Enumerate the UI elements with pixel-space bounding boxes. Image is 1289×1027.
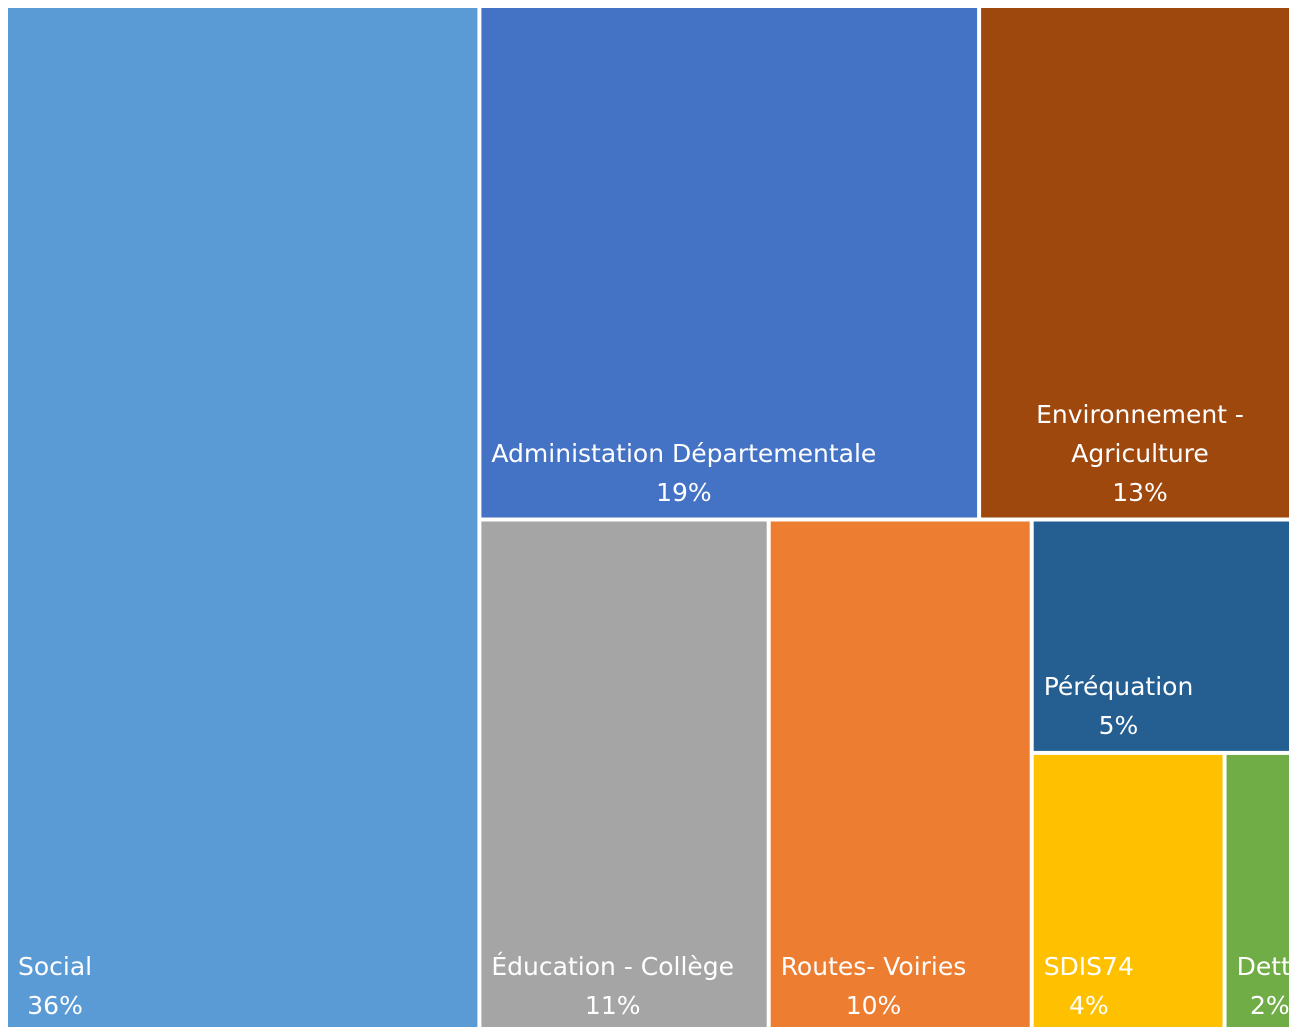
treemap-cell xyxy=(481,521,767,1027)
cell-label: SDIS74 4% xyxy=(1044,947,1134,1025)
treemap-cell xyxy=(1033,754,1223,1027)
cell-label: Administation Départementale 19% xyxy=(491,434,876,512)
category-label: SDIS74 xyxy=(1043,952,1134,981)
value-label: 13% xyxy=(1112,477,1168,507)
treemap-cell xyxy=(1226,754,1289,1027)
value-label: 2% xyxy=(1249,991,1289,1020)
cell-label: Éducation - Collège 11% xyxy=(491,947,734,1025)
treemap-cell xyxy=(8,8,478,1027)
category-label: Social xyxy=(18,952,93,981)
treemap-cell xyxy=(481,8,978,518)
value-label: 4% xyxy=(1068,991,1109,1020)
cell-label: Routes- Voiries 10% xyxy=(781,947,967,1025)
treemap-cell xyxy=(770,521,1030,1027)
category-label: Éducation - Collège xyxy=(491,952,735,981)
category-label: Péréquation xyxy=(1043,671,1194,701)
value-label: 19% xyxy=(656,477,712,507)
category-label: Administation Départementale xyxy=(491,438,877,468)
value-label: 36% xyxy=(27,991,83,1020)
cell-label: Environnement - Agriculture 13% xyxy=(991,395,1289,512)
cell-label: Dette 2% xyxy=(1237,947,1289,1025)
cell-label: Péréquation 5% xyxy=(1044,667,1194,745)
category-label: Environnement - Agriculture xyxy=(1036,399,1244,468)
value-label: 5% xyxy=(1098,710,1139,740)
treemap-cell xyxy=(981,8,1289,518)
treemap-cell xyxy=(1033,521,1289,751)
category-label: Routes- Voiries xyxy=(780,952,967,981)
value-label: 10% xyxy=(845,991,902,1020)
cell-label: Social 36% xyxy=(18,947,92,1025)
value-label: 11% xyxy=(584,991,641,1020)
category-label: Dette xyxy=(1236,952,1289,981)
